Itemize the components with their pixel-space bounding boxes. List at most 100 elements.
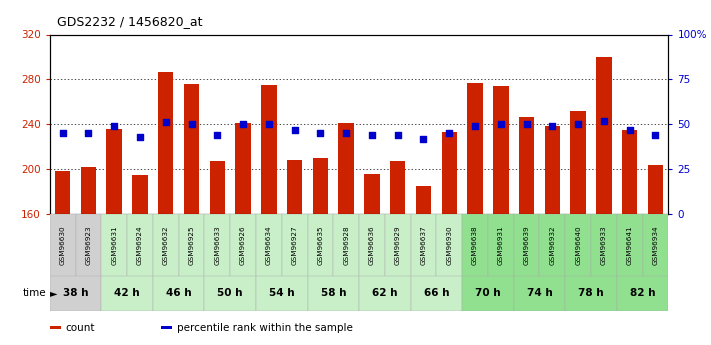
Text: GSM96928: GSM96928 (343, 225, 349, 265)
Bar (132, 175, 148, 345)
Bar (411, 214, 437, 276)
Point (495, 121, 506, 127)
Text: GSM96635: GSM96635 (317, 225, 324, 265)
Text: GSM96931: GSM96931 (498, 225, 504, 265)
Bar (256, 276, 307, 310)
Bar (359, 276, 411, 310)
Point (444, 130, 455, 136)
Bar (282, 214, 307, 276)
Bar (411, 276, 462, 310)
Bar (462, 214, 488, 276)
Bar (205, 276, 256, 310)
Text: GSM96632: GSM96632 (163, 225, 169, 265)
Text: GSM96641: GSM96641 (626, 225, 633, 265)
Text: GSM96929: GSM96929 (395, 225, 401, 265)
Point (650, 132, 661, 138)
Text: 66 h: 66 h (424, 288, 449, 298)
Point (392, 132, 403, 138)
Bar (210, 161, 225, 345)
Text: GSM96923: GSM96923 (85, 225, 92, 265)
Text: 74 h: 74 h (527, 288, 552, 298)
Bar (519, 117, 534, 345)
Text: 46 h: 46 h (166, 288, 191, 298)
Bar (616, 214, 643, 276)
Text: GSM96926: GSM96926 (240, 225, 246, 265)
Text: GSM96631: GSM96631 (111, 225, 117, 265)
Bar (616, 276, 668, 310)
Point (134, 134, 146, 139)
Point (469, 123, 481, 129)
Point (598, 118, 609, 124)
Bar (307, 214, 333, 276)
Bar (513, 276, 565, 310)
Bar (205, 214, 230, 276)
Text: GSM96633: GSM96633 (214, 225, 220, 265)
Bar (75, 214, 101, 276)
Text: GSM96636: GSM96636 (369, 225, 375, 265)
Bar (364, 174, 380, 345)
Bar (385, 214, 411, 276)
Bar (338, 123, 354, 345)
Point (186, 121, 197, 127)
Point (315, 130, 326, 136)
Bar (256, 214, 282, 276)
Bar (359, 214, 385, 276)
Bar (493, 86, 508, 345)
Text: GSM96927: GSM96927 (292, 225, 298, 265)
Point (624, 127, 636, 132)
Point (237, 121, 249, 127)
Bar (540, 214, 565, 276)
Point (160, 120, 171, 125)
Bar (333, 214, 359, 276)
Bar (50, 276, 101, 310)
Text: 58 h: 58 h (321, 288, 346, 298)
Bar (50, 326, 61, 329)
Text: 82 h: 82 h (630, 288, 656, 298)
Bar (313, 158, 328, 345)
Bar (153, 276, 205, 310)
Bar (50, 214, 75, 276)
Bar (107, 129, 122, 345)
Bar (442, 132, 457, 345)
Text: GSM96924: GSM96924 (137, 225, 143, 265)
Bar (416, 186, 431, 345)
Point (418, 136, 429, 141)
Bar (591, 214, 616, 276)
Bar (467, 83, 483, 345)
Bar (648, 165, 663, 345)
Text: 50 h: 50 h (218, 288, 243, 298)
Bar (565, 214, 591, 276)
Bar (55, 171, 70, 345)
Bar (127, 214, 153, 276)
Text: ►: ► (50, 288, 58, 298)
Text: 38 h: 38 h (63, 288, 88, 298)
Bar (643, 214, 668, 276)
Point (521, 121, 533, 127)
Text: 78 h: 78 h (578, 288, 604, 298)
Bar (437, 214, 462, 276)
Bar (261, 85, 277, 345)
Text: time: time (23, 288, 46, 298)
Text: percentile rank within the sample: percentile rank within the sample (176, 323, 353, 333)
Bar (307, 276, 359, 310)
Text: GSM96634: GSM96634 (266, 225, 272, 265)
Bar (565, 276, 616, 310)
Bar (161, 326, 172, 329)
Bar (80, 167, 96, 345)
Bar (513, 214, 540, 276)
Bar (235, 123, 251, 345)
Text: GSM96925: GSM96925 (188, 225, 195, 265)
Text: 70 h: 70 h (475, 288, 501, 298)
Bar (596, 57, 611, 345)
Text: GSM96934: GSM96934 (653, 225, 658, 265)
Bar (183, 84, 199, 345)
Text: GSM96638: GSM96638 (472, 225, 478, 265)
Point (289, 127, 300, 132)
Point (572, 121, 584, 127)
Point (82, 130, 94, 136)
Point (547, 123, 558, 129)
Text: count: count (65, 323, 95, 333)
Bar (178, 214, 205, 276)
Bar (570, 111, 586, 345)
Point (212, 132, 223, 138)
